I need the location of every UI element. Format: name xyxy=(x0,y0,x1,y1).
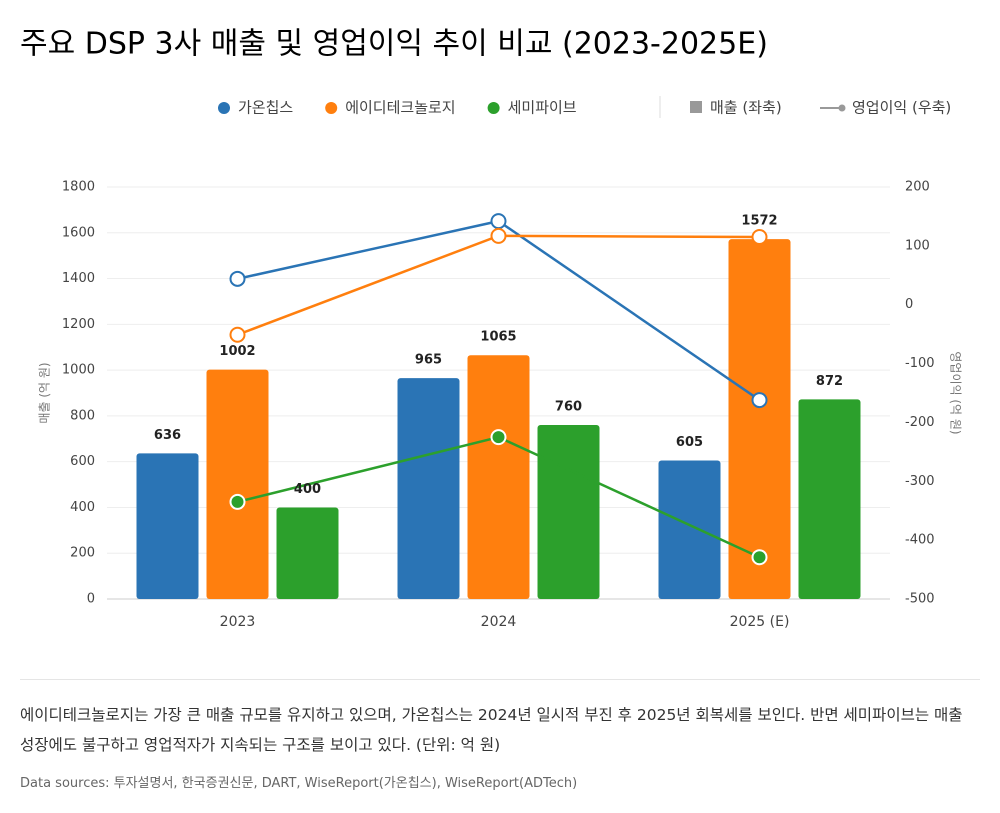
chart-title: 주요 DSP 3사 매출 및 영업이익 추이 비교 (2023-2025E) xyxy=(20,27,768,62)
bar xyxy=(136,453,199,599)
value-label: 965 xyxy=(415,353,442,368)
profit-marker xyxy=(751,229,768,246)
y2-tick-label: -400 xyxy=(905,533,935,548)
y2-tick-label: 100 xyxy=(905,238,930,253)
value-label: 400 xyxy=(294,482,321,497)
legend-label: 에이디테크놀로지 xyxy=(345,99,455,117)
x-tick-label: 2025 (E) xyxy=(730,614,790,630)
y-tick-label: 1800 xyxy=(62,180,95,195)
profit-marker xyxy=(490,213,507,230)
bar xyxy=(658,460,721,599)
profit-marker xyxy=(490,227,507,244)
y2-tick-label: -300 xyxy=(905,474,935,489)
legend-label: 영업이익 (우축) xyxy=(852,99,951,117)
y-tick-label: 400 xyxy=(70,500,95,515)
value-label: 1065 xyxy=(480,330,516,345)
chart: 주요 DSP 3사 매출 및 영업이익 추이 비교 (2023-2025E) 매… xyxy=(20,27,963,631)
bar xyxy=(798,399,861,599)
y-tick-label: 600 xyxy=(70,454,95,469)
value-label: 605 xyxy=(676,435,703,450)
y-tick-label: 1600 xyxy=(62,225,95,240)
bar-legend-icon xyxy=(690,101,702,113)
y2-tick-label: 200 xyxy=(905,180,930,195)
divider xyxy=(20,679,980,680)
legend-label: 매출 (좌축) xyxy=(710,99,782,117)
legend-marker xyxy=(325,102,338,114)
y-tick-label: 1000 xyxy=(62,363,95,378)
value-label: 872 xyxy=(816,374,843,389)
legend-marker xyxy=(487,102,500,114)
y-axis-title: 매출 (억 원) xyxy=(38,362,52,423)
y-tick-label: 200 xyxy=(70,546,95,561)
profit-marker xyxy=(229,493,246,510)
value-label: 760 xyxy=(555,400,582,415)
y2-tick-label: 0 xyxy=(905,297,913,312)
x-tick-label: 2024 xyxy=(481,614,517,630)
profit-marker xyxy=(229,326,246,343)
description: 에이디테크놀로지는 가장 큰 매출 규모를 유지하고 있으며, 가온칩스는 20… xyxy=(20,706,963,754)
y2-tick-label: -100 xyxy=(905,356,935,371)
y2-axis-title: 영업이익 (억 원) xyxy=(949,351,963,434)
sources: Data sources: 투자설명서, 한국증권신문, DART, WiseR… xyxy=(20,776,578,791)
legend-label: 세미파이브 xyxy=(508,99,577,117)
profit-marker xyxy=(490,429,507,446)
y-tick-label: 800 xyxy=(70,408,95,423)
bar xyxy=(467,355,530,599)
y2-tick-label: -200 xyxy=(905,415,935,430)
y2-tick-label: -500 xyxy=(905,592,935,607)
x-tick-label: 2023 xyxy=(220,614,256,630)
profit-marker xyxy=(751,392,768,409)
bar xyxy=(728,239,791,600)
bar xyxy=(537,425,600,599)
bar xyxy=(276,507,339,599)
y-tick-label: 0 xyxy=(87,592,95,607)
bar xyxy=(206,369,269,599)
line-legend-icon xyxy=(838,104,846,112)
profit-line xyxy=(237,234,760,336)
bar xyxy=(397,378,460,599)
legend-marker xyxy=(218,102,230,114)
value-label: 1002 xyxy=(219,344,255,359)
y-tick-label: 1400 xyxy=(62,271,95,286)
legend-label: 가온칩스 xyxy=(238,99,293,117)
profit-marker xyxy=(751,549,768,566)
y-tick-label: 1200 xyxy=(62,317,95,332)
profit-marker xyxy=(229,270,246,287)
value-label: 1572 xyxy=(741,214,777,229)
value-label: 636 xyxy=(154,428,181,443)
